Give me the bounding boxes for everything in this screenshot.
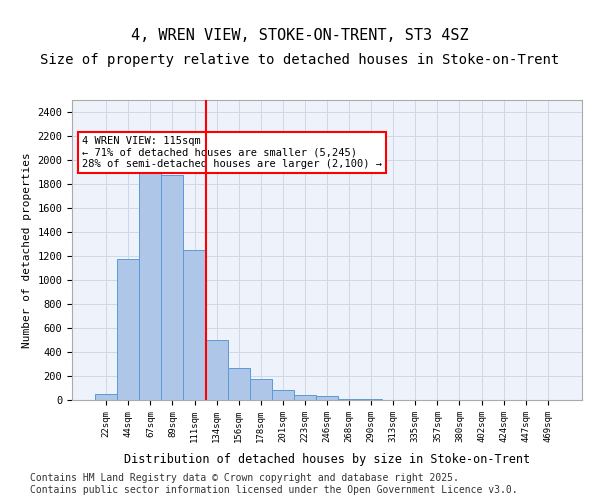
Y-axis label: Number of detached properties: Number of detached properties bbox=[22, 152, 32, 348]
X-axis label: Distribution of detached houses by size in Stoke-on-Trent: Distribution of detached houses by size … bbox=[124, 453, 530, 466]
Bar bbox=[250, 379, 272, 400]
Bar bbox=[272, 390, 294, 400]
Bar bbox=[139, 166, 161, 400]
Text: 4, WREN VIEW, STOKE-ON-TRENT, ST3 4SZ: 4, WREN VIEW, STOKE-ON-TRENT, ST3 4SZ bbox=[131, 28, 469, 42]
Bar bbox=[117, 259, 139, 400]
Bar bbox=[95, 394, 117, 400]
Text: Contains HM Land Registry data © Crown copyright and database right 2025.
Contai: Contains HM Land Registry data © Crown c… bbox=[30, 474, 518, 495]
Bar bbox=[294, 394, 316, 400]
Text: 4 WREN VIEW: 115sqm
← 71% of detached houses are smaller (5,245)
28% of semi-det: 4 WREN VIEW: 115sqm ← 71% of detached ho… bbox=[82, 136, 382, 169]
Bar bbox=[206, 340, 227, 400]
Bar bbox=[227, 368, 250, 400]
Text: Size of property relative to detached houses in Stoke-on-Trent: Size of property relative to detached ho… bbox=[40, 53, 560, 67]
Bar bbox=[316, 396, 338, 400]
Bar bbox=[184, 250, 206, 400]
Bar bbox=[161, 175, 184, 400]
Bar bbox=[338, 399, 360, 400]
